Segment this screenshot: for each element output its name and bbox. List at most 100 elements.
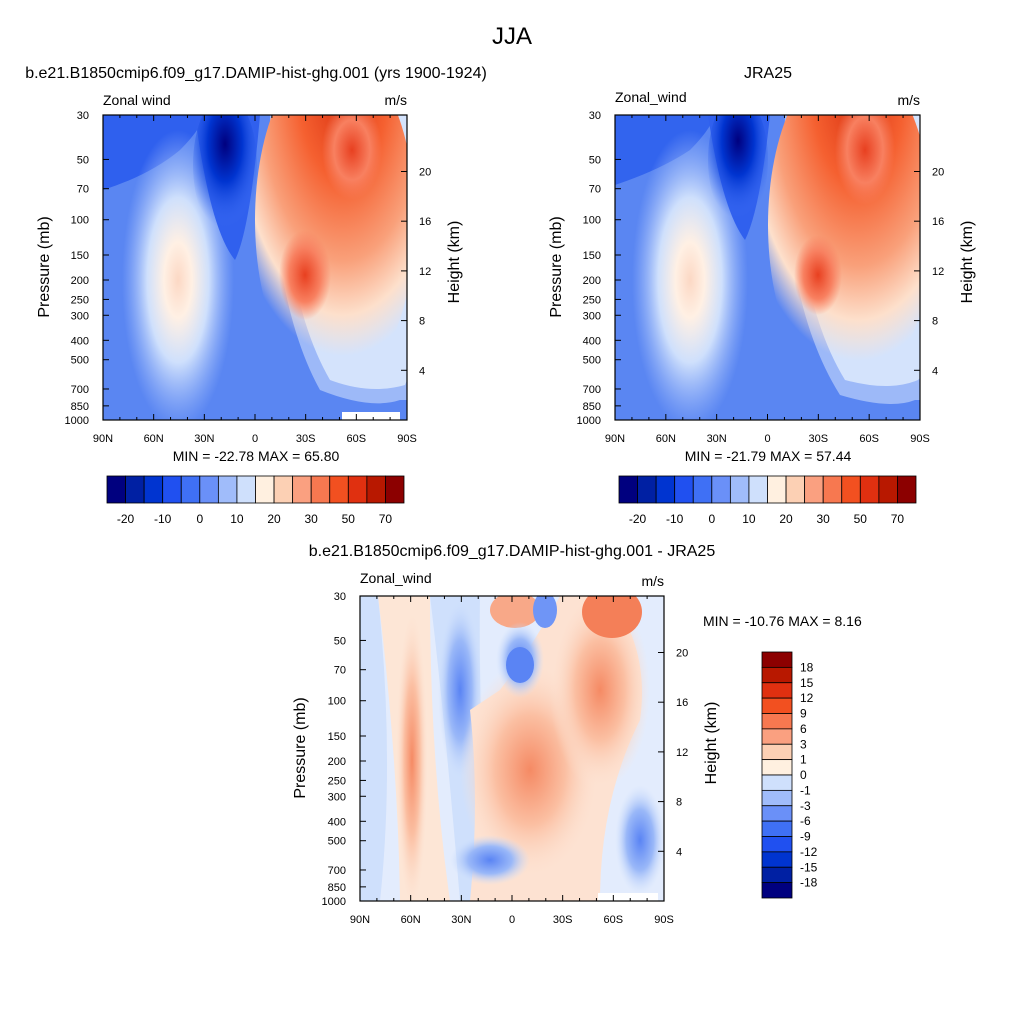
x-tick-label: 60S [347,433,367,445]
colorbar-label: -3 [800,799,811,813]
variable-label: Zonal wind [103,92,171,108]
colorbar-label: 20 [779,512,793,526]
colorbar-swatch [761,882,793,899]
figure-title: JJA [492,23,532,50]
colorbar-label: -10 [666,512,684,526]
colorbar-label: 70 [891,512,905,526]
x-tick-label: 60N [144,433,164,445]
y-tick-label: 70 [334,665,346,677]
colorbar-swatch [125,475,145,504]
colorbar-label: 18 [800,660,814,674]
height-tick-label: 20 [419,166,431,178]
colorbar-swatch [162,475,182,504]
colorbar-swatch [655,475,676,504]
y-tick-label: 500 [71,355,89,367]
colorbar-swatch [761,836,793,853]
colorbar-swatch [761,820,793,837]
x-tick-label: 0 [509,914,515,926]
right-axis-label: Height (km) [446,221,463,304]
height-tick-label: 4 [676,846,682,858]
colorbar-swatch [273,475,294,504]
colorbar-label: -10 [154,512,172,526]
y-tick-label: 1000 [322,896,346,908]
units-label: m/s [641,573,664,589]
colorbar-label: 3 [800,737,807,751]
x-tick-label: 90S [910,433,930,445]
colorbar-swatch [366,475,386,504]
colorbar-label: 30 [305,512,319,526]
y-tick-label: 300 [328,791,346,803]
colorbar-label: -15 [800,860,818,874]
units-label: m/s [897,92,920,108]
colorbar-swatch [761,805,793,822]
y-tick-label: 30 [589,110,601,122]
y-tick-label: 850 [328,882,346,894]
colorbar-swatch [761,789,793,807]
colorbar-swatch [878,475,898,504]
panel-title: JRA25 [744,65,792,82]
y-tick-label: 70 [589,184,601,196]
y-tick-label: 700 [583,384,601,396]
panel-title: b.e21.B1850cmip6.f09_g17.DAMIP-hist-ghg.… [25,65,487,82]
height-tick-label: 8 [676,797,682,809]
colorbar-swatch [897,475,917,504]
colorbar-swatch [692,475,713,504]
height-tick-label: 16 [676,697,688,709]
colorbar-swatch [385,475,405,504]
colorbar-label: -20 [117,512,135,526]
x-tick-label: 60N [656,433,676,445]
colorbar-label: 0 [196,512,203,526]
colorbar-label: 10 [742,512,756,526]
colorbar: -20 -10 0 10 20 30 50 70 [618,475,917,526]
x-tick-label: 60S [859,433,879,445]
colorbar-swatch [255,475,275,504]
colorbar-label: 50 [854,512,868,526]
height-tick-label: 8 [419,316,425,328]
colorbar-swatch [761,743,793,761]
colorbar-swatch [761,851,793,868]
x-tick-label: 0 [764,433,770,445]
min-max-text: MIN = -22.78 MAX = 65.80 [173,448,340,464]
right-axis-label: Height (km) [959,221,976,304]
colorbar-swatch [748,475,768,504]
height-tick-label: 12 [419,266,431,278]
colorbar-swatch [711,475,731,504]
panel-title: b.e21.B1850cmip6.f09_g17.DAMIP-hist-ghg.… [309,543,716,560]
y-tick-label: 850 [583,401,601,413]
y-tick-label: 30 [77,110,89,122]
colorbar-swatch [347,475,368,504]
height-tick-label: 16 [932,216,944,228]
colorbar-label: 0 [800,768,807,782]
colorbar-swatch [329,475,349,504]
y-tick-label: 200 [328,756,346,768]
contour-field [360,596,664,901]
colorbar-swatch [292,475,312,504]
y-tick-label: 50 [589,154,601,166]
panel-difference: b.e21.B1850cmip6.f09_g17.DAMIP-hist-ghg.… [292,543,862,926]
colorbar-swatch [761,866,793,884]
colorbar-swatch [761,697,793,714]
colorbar-swatch [106,475,126,504]
colorbar-swatch [217,475,238,504]
y-axis-label: Pressure (mb) [292,697,309,798]
variable-label: Zonal_wind [360,570,432,586]
axes: 90N 60N 30N 0 30S 60S 90S 30 50 70 100 150 200 250 300… [322,591,689,926]
colorbar-label: 6 [800,722,807,736]
y-tick-label: 500 [583,355,601,367]
colorbar-label: 12 [800,691,814,705]
axes: 90N 60N 30N 0 30S 60S 90S 30 50 70 100 150 200 250 300… [65,110,432,445]
colorbar-label: -12 [800,845,818,859]
x-tick-label: 60N [401,914,421,926]
colorbar-swatch [761,666,793,684]
colorbar-swatch [761,682,793,699]
colorbar-swatch [761,728,793,745]
colorbar-swatch [761,774,793,791]
y-tick-label: 100 [583,215,601,227]
colorbar-swatch [761,759,793,776]
colorbar-swatch [729,475,750,504]
colorbar-swatch [180,475,201,504]
y-tick-label: 30 [334,591,346,603]
colorbar-swatch [761,713,793,730]
y-tick-label: 150 [328,731,346,743]
